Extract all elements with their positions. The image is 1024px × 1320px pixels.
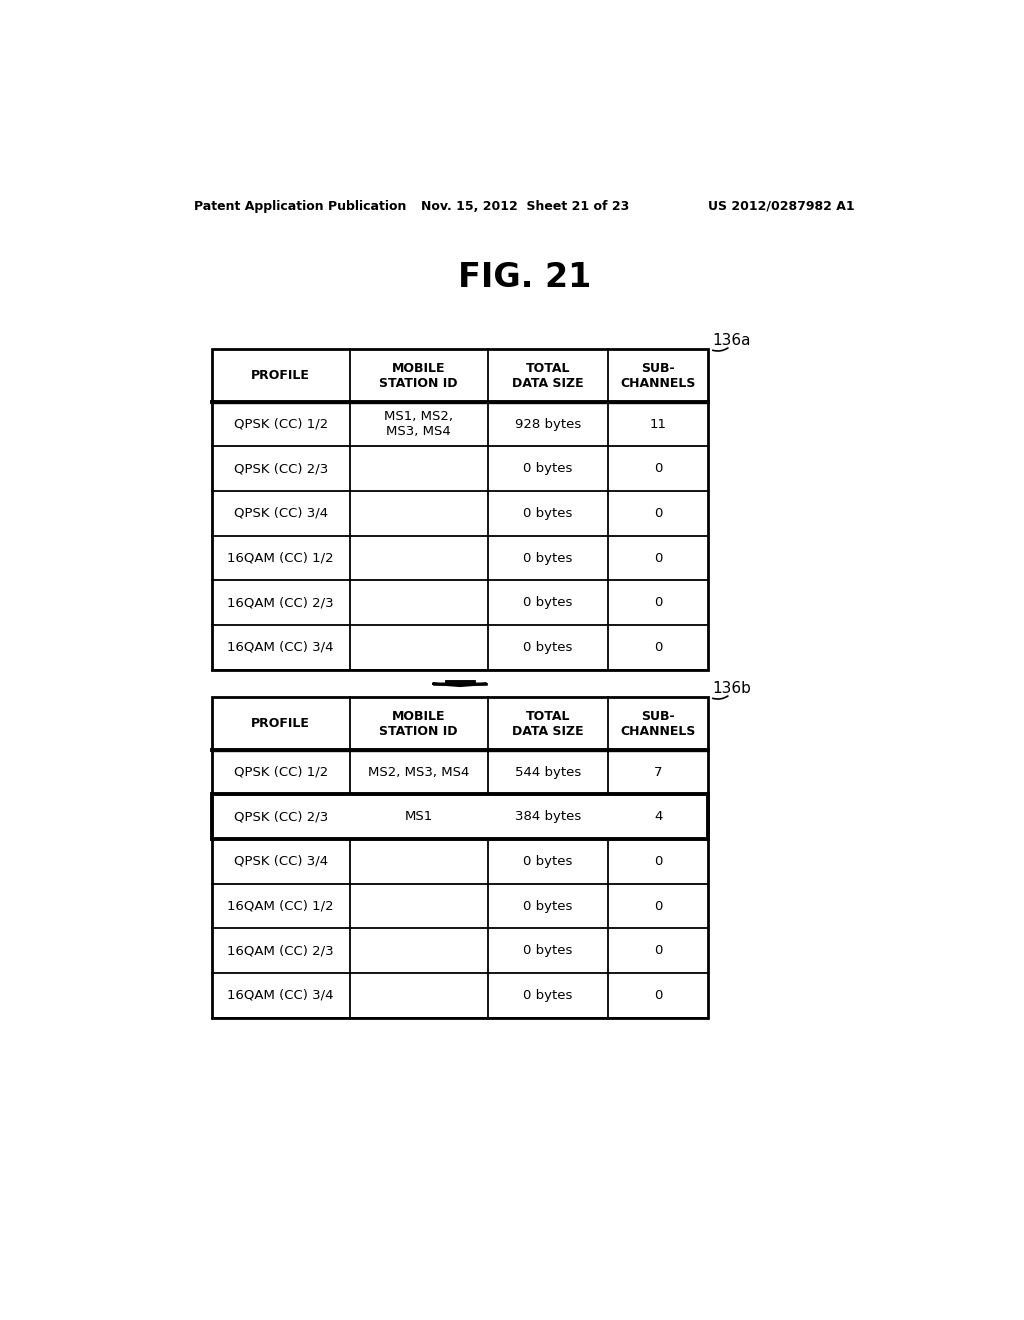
Text: 0 bytes: 0 bytes bbox=[523, 597, 572, 610]
Bar bbox=[212, 795, 709, 840]
Bar bbox=[212, 697, 709, 1018]
Text: MS1, MS2,
MS3, MS4: MS1, MS2, MS3, MS4 bbox=[384, 411, 454, 438]
Text: 16QAM (CC) 2/3: 16QAM (CC) 2/3 bbox=[227, 944, 334, 957]
Text: 544 bytes: 544 bytes bbox=[514, 766, 581, 779]
Text: MS1: MS1 bbox=[404, 810, 433, 824]
Text: 0 bytes: 0 bytes bbox=[523, 944, 572, 957]
Text: FIG. 21: FIG. 21 bbox=[458, 261, 592, 294]
Text: QPSK (CC) 3/4: QPSK (CC) 3/4 bbox=[233, 855, 328, 869]
Text: 0 bytes: 0 bytes bbox=[523, 640, 572, 653]
Text: Nov. 15, 2012  Sheet 21 of 23: Nov. 15, 2012 Sheet 21 of 23 bbox=[421, 199, 629, 213]
Text: 0: 0 bbox=[654, 944, 663, 957]
Text: US 2012/0287982 A1: US 2012/0287982 A1 bbox=[709, 199, 855, 213]
Text: QPSK (CC) 2/3: QPSK (CC) 2/3 bbox=[233, 462, 328, 475]
Text: 0: 0 bbox=[654, 899, 663, 912]
Text: QPSK (CC) 3/4: QPSK (CC) 3/4 bbox=[233, 507, 328, 520]
Text: SUB-
CHANNELS: SUB- CHANNELS bbox=[621, 710, 695, 738]
Text: 384 bytes: 384 bytes bbox=[514, 810, 581, 824]
Text: QPSK (CC) 1/2: QPSK (CC) 1/2 bbox=[233, 417, 328, 430]
Text: 16QAM (CC) 1/2: 16QAM (CC) 1/2 bbox=[227, 552, 334, 565]
Bar bbox=[212, 350, 709, 669]
Text: TOTAL
DATA SIZE: TOTAL DATA SIZE bbox=[512, 710, 584, 738]
Text: 0: 0 bbox=[654, 552, 663, 565]
Text: 0 bytes: 0 bytes bbox=[523, 989, 572, 1002]
Text: 0 bytes: 0 bytes bbox=[523, 899, 572, 912]
Text: SUB-
CHANNELS: SUB- CHANNELS bbox=[621, 362, 695, 389]
Text: 11: 11 bbox=[649, 417, 667, 430]
Text: Patent Application Publication: Patent Application Publication bbox=[194, 199, 407, 213]
Text: 136b: 136b bbox=[713, 681, 752, 696]
Text: 0 bytes: 0 bytes bbox=[523, 552, 572, 565]
Text: 4: 4 bbox=[654, 810, 663, 824]
Text: 16QAM (CC) 1/2: 16QAM (CC) 1/2 bbox=[227, 899, 334, 912]
Text: QPSK (CC) 2/3: QPSK (CC) 2/3 bbox=[233, 810, 328, 824]
Text: PROFILE: PROFILE bbox=[251, 717, 310, 730]
Bar bbox=[446, 681, 474, 684]
Text: MOBILE
STATION ID: MOBILE STATION ID bbox=[379, 710, 458, 738]
Text: 0 bytes: 0 bytes bbox=[523, 507, 572, 520]
Text: 0: 0 bbox=[654, 855, 663, 869]
Polygon shape bbox=[434, 684, 486, 686]
Text: 928 bytes: 928 bytes bbox=[514, 417, 581, 430]
Text: PROFILE: PROFILE bbox=[251, 370, 310, 381]
Text: 136a: 136a bbox=[713, 333, 751, 347]
Text: 0: 0 bbox=[654, 462, 663, 475]
Text: 16QAM (CC) 3/4: 16QAM (CC) 3/4 bbox=[227, 640, 334, 653]
Text: 0: 0 bbox=[654, 507, 663, 520]
Text: QPSK (CC) 1/2: QPSK (CC) 1/2 bbox=[233, 766, 328, 779]
Text: 0 bytes: 0 bytes bbox=[523, 855, 572, 869]
Text: 0: 0 bbox=[654, 597, 663, 610]
Text: 7: 7 bbox=[654, 766, 663, 779]
Text: TOTAL
DATA SIZE: TOTAL DATA SIZE bbox=[512, 362, 584, 389]
Text: 0: 0 bbox=[654, 640, 663, 653]
Text: 16QAM (CC) 3/4: 16QAM (CC) 3/4 bbox=[227, 989, 334, 1002]
Text: MOBILE
STATION ID: MOBILE STATION ID bbox=[379, 362, 458, 389]
Text: MS2, MS3, MS4: MS2, MS3, MS4 bbox=[368, 766, 469, 779]
Text: 0: 0 bbox=[654, 989, 663, 1002]
Text: 16QAM (CC) 2/3: 16QAM (CC) 2/3 bbox=[227, 597, 334, 610]
Text: 0 bytes: 0 bytes bbox=[523, 462, 572, 475]
